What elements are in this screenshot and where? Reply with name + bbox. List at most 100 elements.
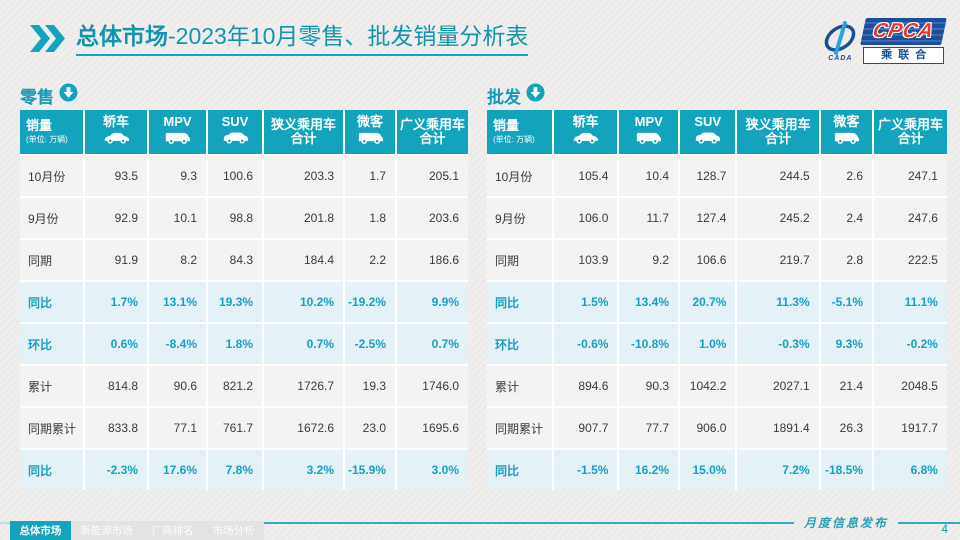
column-header-label: 广义乘用车 bbox=[399, 116, 465, 132]
cell-value: 205.1 bbox=[397, 156, 468, 196]
cell-value: -0.3% bbox=[737, 324, 819, 364]
cell-value: 13.1% bbox=[149, 282, 206, 322]
cell-value: 19.3% bbox=[208, 282, 262, 322]
table-corner-header: 销量 (单位: 万辆) bbox=[20, 110, 83, 154]
footer-tab-新能源市场[interactable]: 新能源市场 bbox=[80, 525, 133, 537]
cell-value: 184.4 bbox=[264, 240, 343, 280]
cell-value: 91.9 bbox=[85, 240, 147, 280]
cell-value: 26.3 bbox=[820, 408, 873, 448]
column-header-label: 狭义乘用车 bbox=[270, 116, 336, 132]
retail-table: 销量 (单位: 万辆) 轿车 MPV SUV 狭义乘用车 合计 微客 广义乘用车 合计 10月份 93… bbox=[20, 110, 468, 490]
wholesale-section-header: 批发 bbox=[487, 83, 947, 107]
wholesale-label: 批发 bbox=[487, 87, 521, 107]
suv-icon bbox=[694, 129, 721, 150]
tables-area: 零售 销量 (单位: 万辆) 轿车 MPV SUV 狭义乘用车 合计 微客 广义乘用车 合计 10月… bbox=[20, 83, 947, 490]
cell-value: 894.6 bbox=[553, 366, 618, 406]
cell-value: 20.7% bbox=[680, 282, 736, 322]
cell-value: 10.4 bbox=[619, 156, 678, 196]
row-label: 累计 bbox=[20, 366, 83, 406]
cell-value: 105.4 bbox=[553, 156, 618, 196]
cell-value: 1.7 bbox=[345, 156, 395, 196]
column-header-2: MPV bbox=[149, 110, 206, 154]
wholesale-section: 批发 销量 (单位: 万辆) 轿车 MPV SUV 狭义乘用车 合计 微客 广义乘用车 合计 10月… bbox=[487, 83, 947, 490]
footer-rule: 月度信息发布 bbox=[0, 514, 960, 531]
cada-text: CADA bbox=[828, 54, 853, 62]
cell-value: 761.7 bbox=[208, 408, 262, 448]
row-label: 同期累计 bbox=[487, 408, 552, 448]
cell-value: 906.0 bbox=[680, 408, 736, 448]
cell-value: 17.6% bbox=[149, 450, 206, 490]
cell-value: 1746.0 bbox=[397, 366, 468, 406]
column-header-5: 微客 bbox=[820, 110, 873, 154]
cell-value: 100.6 bbox=[208, 156, 262, 196]
cell-value: -1.5% bbox=[553, 450, 618, 490]
row-label: 10月份 bbox=[487, 156, 552, 196]
cell-value: 203.6 bbox=[397, 198, 468, 238]
cell-value: 2.8 bbox=[820, 240, 873, 280]
column-header-label: 微客 bbox=[833, 113, 860, 129]
column-header-label: 轿车 bbox=[572, 113, 599, 129]
cell-value: 93.5 bbox=[85, 156, 147, 196]
cell-value: 84.3 bbox=[208, 240, 262, 280]
cell-value: 10.2% bbox=[264, 282, 343, 322]
cell-value: 1891.4 bbox=[737, 408, 819, 448]
column-header-label: MPV bbox=[163, 113, 192, 129]
cell-value: 10.1 bbox=[149, 198, 206, 238]
cell-value: 247.1 bbox=[874, 156, 947, 196]
down-arrow-circle-icon bbox=[59, 83, 78, 107]
cada-swoosh-icon bbox=[825, 20, 856, 55]
footer-tab-厂商排名[interactable]: 厂商排名 bbox=[151, 525, 194, 537]
footer-line bbox=[0, 521, 794, 524]
footer-nav: 总体市场 新能源市场 厂商排名 市场分析 bbox=[10, 521, 264, 540]
cell-value: 1042.2 bbox=[680, 366, 736, 406]
column-header-4: 狭义乘用车 合计 bbox=[737, 110, 819, 154]
cell-value: 23.0 bbox=[345, 408, 395, 448]
row-label: 同期 bbox=[20, 240, 83, 280]
cell-value: 103.9 bbox=[553, 240, 618, 280]
row-label: 9月份 bbox=[20, 198, 83, 238]
cell-value: 9.3 bbox=[149, 156, 206, 196]
cell-value: 9.3% bbox=[820, 324, 873, 364]
column-header-label-2: 合计 bbox=[897, 131, 924, 146]
row-label: 同期 bbox=[487, 240, 552, 280]
footer-tab-总体市场[interactable]: 总体市场 bbox=[10, 521, 71, 540]
title-row: 总体市场-2023年10月零售、批发销量分析表 bbox=[30, 22, 830, 57]
cell-value: 203.3 bbox=[264, 156, 343, 196]
cell-value: 1726.7 bbox=[264, 366, 343, 406]
column-header-2: MPV bbox=[619, 110, 678, 154]
cpca-logo: CADA CPCA 乘联合 bbox=[821, 18, 947, 64]
cell-value: -8.4% bbox=[149, 324, 206, 364]
cell-value: 90.6 bbox=[149, 366, 206, 406]
column-header-3: SUV bbox=[208, 110, 262, 154]
sales-unit-label: (单位: 万辆) bbox=[493, 134, 535, 144]
cell-value: 127.4 bbox=[680, 198, 736, 238]
cell-value: 8.2 bbox=[149, 240, 206, 280]
cell-value: 244.5 bbox=[737, 156, 819, 196]
retail-section: 零售 销量 (单位: 万辆) 轿车 MPV SUV 狭义乘用车 合计 微客 广义乘用车 合计 10月… bbox=[20, 83, 468, 490]
sedan-icon bbox=[572, 129, 599, 150]
cell-value: 2.6 bbox=[820, 156, 873, 196]
cell-value: -10.8% bbox=[619, 324, 678, 364]
cell-value: 2.4 bbox=[820, 198, 873, 238]
cell-value: -15.9% bbox=[345, 450, 395, 490]
row-label: 9月份 bbox=[487, 198, 552, 238]
double-chevron-icon bbox=[30, 25, 68, 57]
column-header-label: 轿车 bbox=[102, 113, 129, 129]
retail-section-header: 零售 bbox=[20, 83, 468, 107]
column-header-3: SUV bbox=[680, 110, 736, 154]
cell-value: 90.3 bbox=[619, 366, 678, 406]
cell-value: -2.5% bbox=[345, 324, 395, 364]
row-label: 环比 bbox=[20, 324, 83, 364]
column-header-1: 轿车 bbox=[85, 110, 147, 154]
cell-value: 201.8 bbox=[264, 198, 343, 238]
row-label: 10月份 bbox=[20, 156, 83, 196]
cell-value: 77.7 bbox=[619, 408, 678, 448]
cell-value: -0.6% bbox=[553, 324, 618, 364]
cell-value: 2048.5 bbox=[874, 366, 947, 406]
cell-value: 11.3% bbox=[737, 282, 819, 322]
footer-tab-市场分析[interactable]: 市场分析 bbox=[212, 525, 255, 537]
cell-value: 0.7% bbox=[264, 324, 343, 364]
row-label: 累计 bbox=[487, 366, 552, 406]
column-header-label-2: 合计 bbox=[765, 131, 792, 146]
